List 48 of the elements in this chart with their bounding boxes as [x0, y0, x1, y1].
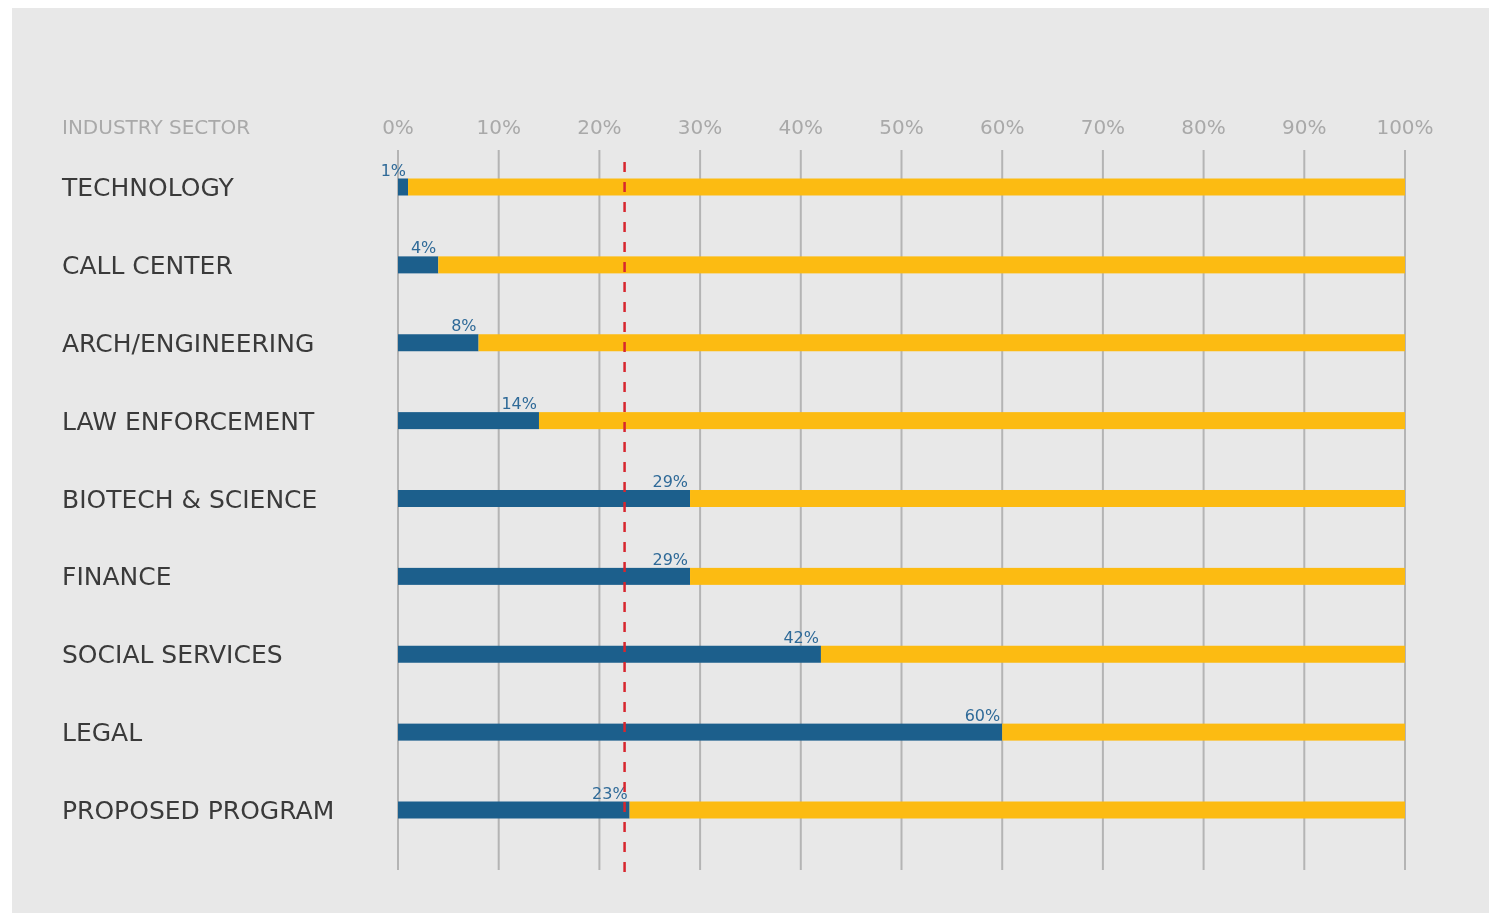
bar	[398, 178, 409, 196]
bar	[538, 412, 1405, 430]
x-tick-label: 20%	[577, 115, 622, 139]
y-axis-title: INDUSTRY SECTOR	[62, 115, 251, 139]
x-tick-label: 70%	[1080, 115, 1126, 139]
y-tick-label: TECHNOLOGY	[61, 173, 235, 202]
bar	[398, 334, 479, 352]
data-label: 14%	[501, 394, 537, 414]
bar	[398, 723, 1003, 741]
x-tick-label: 30%	[677, 115, 723, 139]
data-label: 8%	[451, 316, 477, 336]
data-label: 23%	[592, 783, 628, 803]
x-tick-label: 60%	[979, 115, 1025, 139]
x-tick-label: 90%	[1282, 115, 1327, 139]
data-label: 42%	[783, 627, 819, 647]
data-label: 29%	[652, 472, 689, 491]
y-tick-label: CALL CENTER	[62, 250, 233, 280]
x-tick-label: 100%	[1376, 115, 1434, 139]
x-tick-label: 40%	[778, 115, 824, 139]
bar	[398, 256, 439, 274]
bar	[1002, 723, 1405, 741]
bar	[438, 256, 1405, 274]
y-tick-label: LEGAL	[62, 718, 143, 748]
y-tick-label: BIOTECH & SCIENCE	[62, 484, 318, 514]
bar	[398, 490, 691, 507]
bar	[398, 645, 821, 663]
bar	[478, 334, 1405, 352]
x-tick-label: 80%	[1181, 115, 1226, 139]
x-tick-label: 0%	[382, 115, 414, 139]
bar	[690, 490, 1405, 507]
y-tick-label: FINANCE	[62, 562, 172, 592]
bar	[820, 645, 1405, 663]
x-tick-label: 50%	[879, 115, 924, 139]
bar	[398, 567, 691, 585]
y-tick-label: SOCIAL SERVICES	[62, 640, 283, 670]
data-label: 29%	[652, 549, 689, 569]
bar	[398, 801, 630, 819]
data-label: 60%	[964, 705, 1001, 725]
y-tick-label: ARCH/ENGINEERING	[62, 328, 315, 358]
y-tick-label: LAW ENFORCEMENT	[62, 406, 315, 436]
data-label: 1%	[380, 160, 407, 180]
bar	[690, 567, 1405, 585]
x-tick-label: 10%	[476, 115, 521, 139]
bar	[398, 412, 539, 430]
bar	[629, 801, 1405, 819]
y-tick-label: PROPOSED PROGRAM	[62, 796, 335, 825]
data-label: 4%	[410, 238, 437, 258]
bar	[408, 178, 1405, 196]
